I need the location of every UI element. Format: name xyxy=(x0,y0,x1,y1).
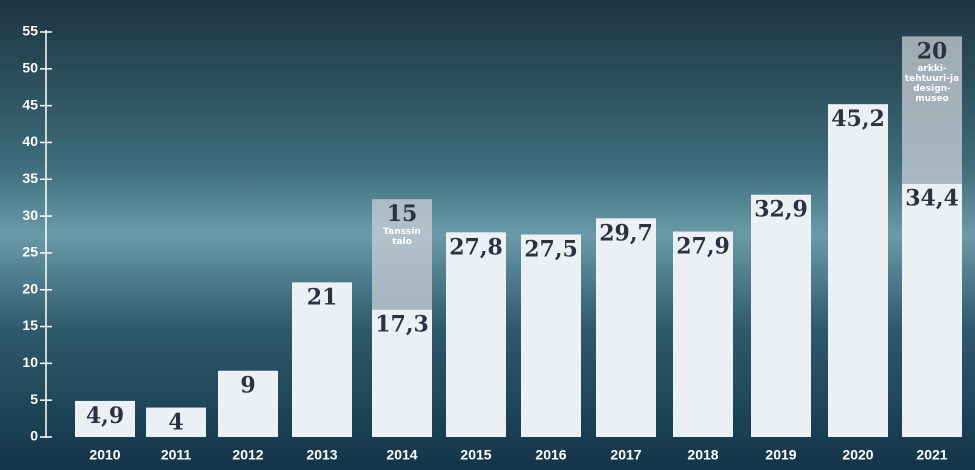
y-tick-label: 35 xyxy=(22,170,38,186)
x-tick-label: 2019 xyxy=(765,447,796,463)
annotation-text: Tanssin talo xyxy=(383,227,421,248)
value-label: 32,9 xyxy=(754,197,808,223)
x-tick-label: 2021 xyxy=(916,447,947,463)
value-label: 45,2 xyxy=(831,106,885,132)
x-tick-label: 2016 xyxy=(535,447,566,463)
x-tick-label: 2010 xyxy=(89,447,120,463)
y-tick-label: 55 xyxy=(22,23,38,39)
bar xyxy=(75,400,135,437)
y-tick-label: 25 xyxy=(22,244,38,260)
x-tick-label: 2011 xyxy=(161,447,192,463)
bar xyxy=(673,231,733,437)
value-label: 4 xyxy=(168,410,183,436)
y-tick-label: 30 xyxy=(22,207,38,223)
bar xyxy=(446,232,506,437)
value-label: 17,3 xyxy=(375,312,429,338)
bar xyxy=(146,407,206,437)
x-tick-label: 2015 xyxy=(460,447,491,463)
bar xyxy=(372,309,432,437)
value-label: 27,8 xyxy=(449,234,503,260)
value-label: 27,9 xyxy=(676,234,730,260)
annotation: arkki-tehtuuri-ja design-museo xyxy=(904,64,960,105)
y-tick-label: 0 xyxy=(30,428,38,444)
value-label: 4,9 xyxy=(86,403,124,429)
x-tick-label: 2013 xyxy=(306,447,337,463)
annotation: Tanssin talo xyxy=(383,227,421,248)
value-label: 20 xyxy=(917,38,948,64)
bar xyxy=(751,194,811,437)
bar xyxy=(828,104,888,437)
value-label: 34,4 xyxy=(905,186,959,212)
x-tick-label: 2014 xyxy=(386,447,417,463)
y-tick-label: 20 xyxy=(22,280,38,296)
value-label: 15 xyxy=(387,201,418,227)
y-tick-label: 40 xyxy=(22,133,38,149)
bar xyxy=(218,370,278,437)
annotation-text: arkki-tehtuuri-ja design-museo xyxy=(904,64,960,105)
value-label: 9 xyxy=(240,373,255,399)
bar xyxy=(292,282,352,437)
bar xyxy=(372,199,432,310)
y-tick-label: 45 xyxy=(22,96,38,112)
value-label: 21 xyxy=(307,284,338,310)
y-tick-label: 50 xyxy=(22,60,38,76)
x-tick-label: 2012 xyxy=(232,447,263,463)
bar xyxy=(596,218,656,437)
y-tick-label: 5 xyxy=(30,391,38,407)
x-tick-label: 2018 xyxy=(687,447,718,463)
y-tick-label: 10 xyxy=(22,354,38,370)
bar xyxy=(902,183,962,437)
bar xyxy=(521,234,581,437)
x-tick-label: 2017 xyxy=(610,447,641,463)
value-label: 27,5 xyxy=(524,237,578,263)
x-tick-label: 2020 xyxy=(842,447,873,463)
y-tick-label: 15 xyxy=(22,317,38,333)
bar xyxy=(902,36,962,184)
value-label: 29,7 xyxy=(599,220,653,246)
